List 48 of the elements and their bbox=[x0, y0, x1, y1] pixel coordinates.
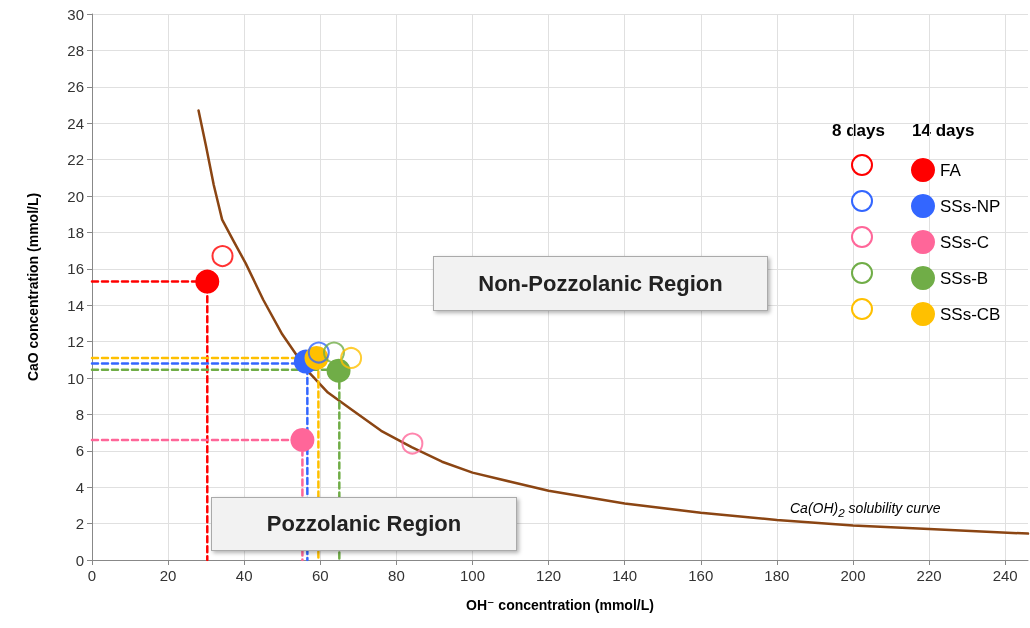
text-box: Non-Pozzolanic Region bbox=[433, 256, 768, 311]
x-tick-label: 240 bbox=[992, 567, 1018, 584]
text-box: Pozzolanic Region bbox=[211, 497, 517, 551]
y-tick-label: 28 bbox=[67, 41, 84, 59]
line-series bbox=[197, 109, 1030, 535]
y-tick-label: 22 bbox=[67, 151, 84, 169]
point bbox=[307, 341, 330, 364]
y-tick-label: 6 bbox=[75, 442, 84, 460]
y-tick-label: 30 bbox=[67, 5, 84, 23]
y-tick-label: 24 bbox=[67, 114, 84, 132]
x-tick-label: 220 bbox=[916, 567, 942, 584]
legend-label: SSs-C bbox=[940, 232, 990, 252]
point bbox=[195, 269, 220, 294]
annotation: 14 days bbox=[912, 121, 975, 140]
y-tick-label: 18 bbox=[67, 223, 84, 241]
y-tick-label: 26 bbox=[67, 78, 84, 96]
annotation: Ca(OH)$_{2}$ solubility curve bbox=[790, 500, 941, 519]
point bbox=[211, 245, 234, 268]
x-tick-label: 0 bbox=[87, 567, 97, 584]
x-tick-label: 40 bbox=[235, 567, 253, 584]
y-tick-label: 10 bbox=[67, 369, 84, 387]
point bbox=[290, 427, 315, 452]
y-tick-label: 16 bbox=[67, 260, 84, 278]
legend-label: SSs-NP bbox=[940, 196, 1001, 216]
y-tick-label: 14 bbox=[67, 296, 84, 314]
x-tick-label: 160 bbox=[688, 567, 714, 584]
x-tick-label: 140 bbox=[612, 567, 638, 584]
x-tick-label: 80 bbox=[388, 567, 405, 584]
y-axis-title: CaO concentration (mmol/L) bbox=[25, 192, 41, 382]
point bbox=[323, 341, 345, 364]
y-tick-label: 4 bbox=[75, 478, 84, 496]
y-tick-label: 12 bbox=[67, 333, 84, 351]
legend-label: SSs-CB bbox=[940, 304, 1001, 324]
x-axis-title: OH⁻ concentration (mmol/L) bbox=[466, 597, 654, 613]
x-tick-label: 60 bbox=[311, 567, 329, 584]
legend-label: SSs-B bbox=[940, 268, 989, 288]
y-tick-label: 8 bbox=[75, 405, 84, 423]
x-tick-label: 200 bbox=[840, 567, 866, 584]
legend-label: FA bbox=[940, 160, 962, 180]
y-tick-label: 2 bbox=[75, 515, 84, 533]
x-tick-label: 100 bbox=[459, 567, 485, 584]
y-tick-label: 20 bbox=[67, 187, 84, 205]
x-tick-label: 20 bbox=[159, 567, 177, 584]
point bbox=[340, 346, 363, 369]
x-tick-label: 120 bbox=[536, 567, 562, 584]
y-tick-label: 0 bbox=[75, 551, 84, 569]
x-tick-label: 180 bbox=[764, 567, 790, 584]
point bbox=[401, 432, 424, 455]
